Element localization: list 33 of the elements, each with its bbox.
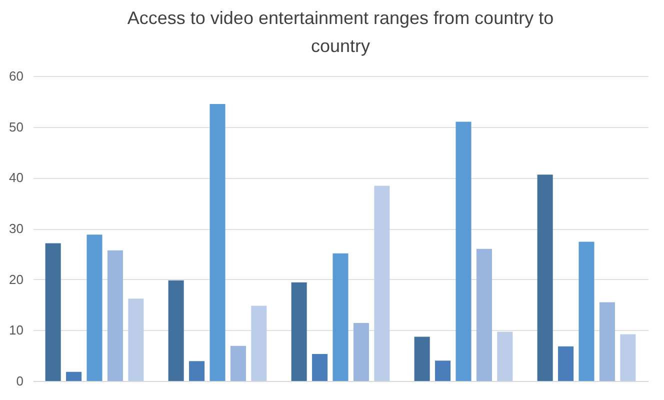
- bar: [66, 372, 82, 381]
- bar: [168, 280, 184, 381]
- bar: [353, 323, 369, 381]
- y-tick-label: 60: [9, 68, 24, 84]
- bar: [312, 354, 328, 381]
- bar: [414, 336, 430, 381]
- bar: [476, 248, 492, 381]
- bar: [251, 306, 267, 381]
- bar: [189, 361, 205, 381]
- y-tick-label: 10: [9, 322, 24, 338]
- bar: [578, 242, 594, 381]
- bar: [537, 174, 553, 381]
- y-tick-label: 30: [9, 221, 24, 236]
- bar: [107, 250, 123, 381]
- bar: [45, 243, 61, 381]
- bar: [456, 122, 472, 381]
- bar: [599, 302, 615, 381]
- bar: [332, 253, 348, 381]
- bar: [620, 334, 636, 381]
- bar: [86, 234, 102, 381]
- bar: [558, 346, 574, 381]
- bar: [128, 298, 144, 381]
- bar: [435, 360, 451, 381]
- y-tick-label: 50: [9, 119, 24, 134]
- bar: [210, 104, 226, 381]
- y-tick-label: 40: [9, 170, 24, 186]
- bar: [291, 282, 307, 381]
- y-tick-label: 0: [16, 374, 24, 388]
- y-tick-label: 20: [9, 272, 24, 287]
- chart-title: Access to video entertainment ranges from country to country: [127, 8, 554, 56]
- bar: [374, 186, 390, 381]
- bar: [497, 332, 513, 381]
- bar: [230, 346, 246, 381]
